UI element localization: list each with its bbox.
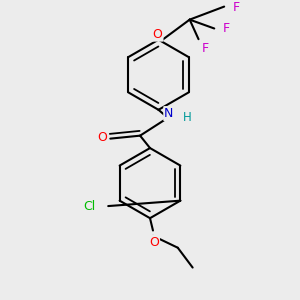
Text: F: F — [232, 1, 239, 14]
Text: N: N — [164, 107, 174, 120]
Text: Cl: Cl — [83, 200, 95, 213]
Text: F: F — [222, 22, 230, 35]
Text: O: O — [149, 236, 159, 249]
Text: O: O — [153, 28, 163, 40]
Text: H: H — [183, 111, 191, 124]
Text: F: F — [201, 42, 208, 55]
Text: O: O — [97, 131, 107, 144]
